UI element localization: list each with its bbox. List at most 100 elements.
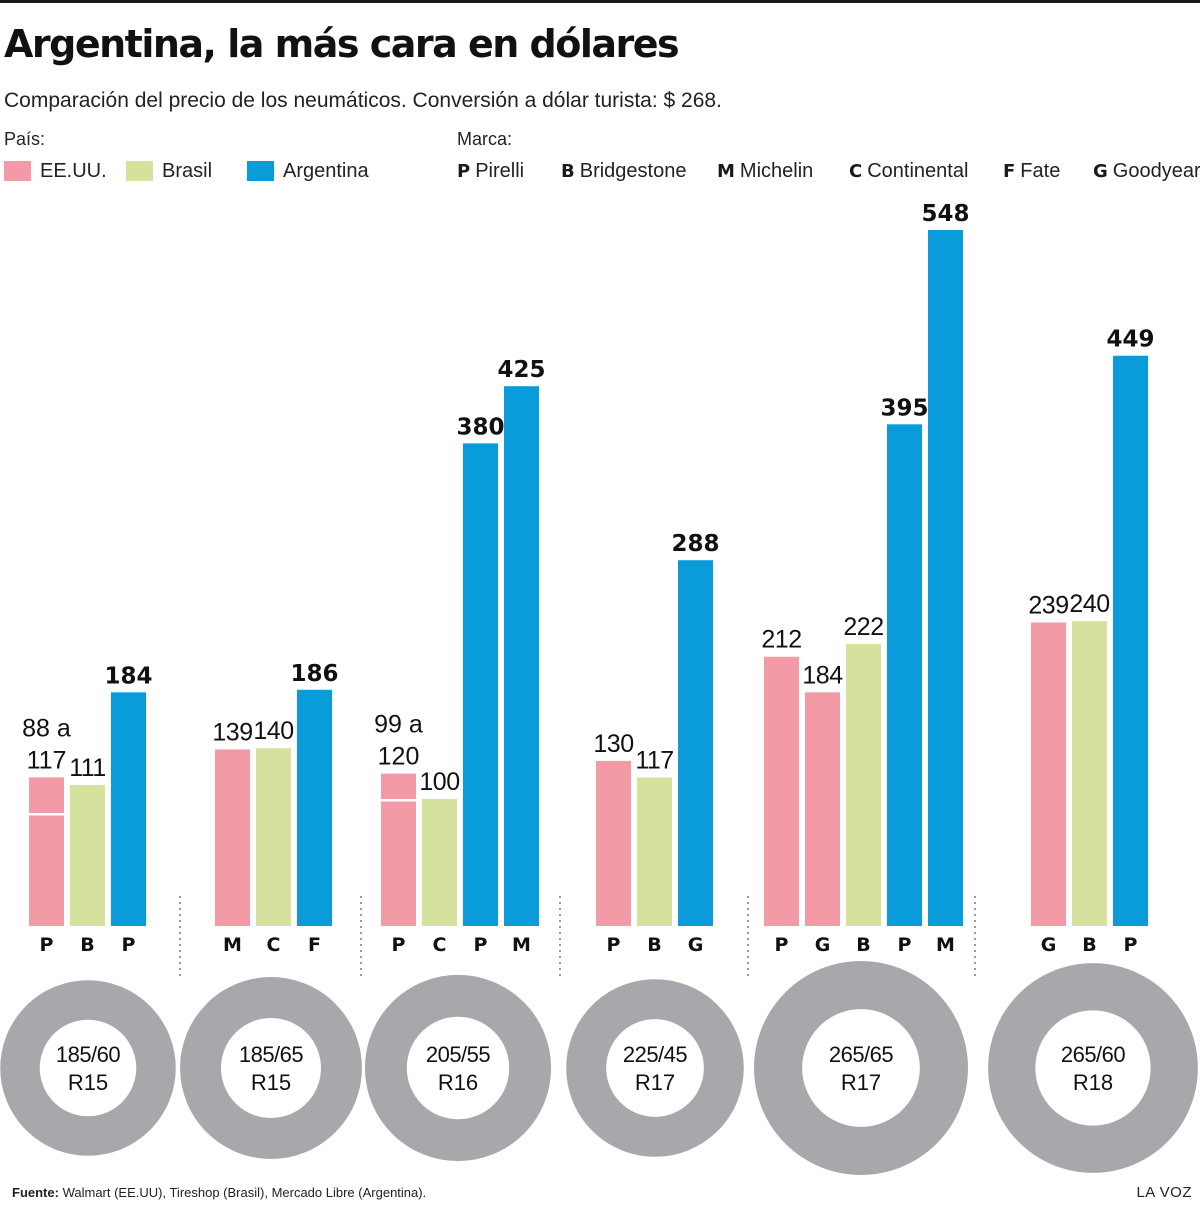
tire-icon	[988, 963, 1198, 1173]
bar-br-b	[70, 785, 105, 926]
bar-brand-label: G	[815, 934, 831, 956]
legend-brand-code: M	[717, 160, 735, 182]
tire-icon	[180, 977, 362, 1159]
bar-brand-label: C	[433, 934, 447, 956]
tire-rim-label: R15	[251, 1070, 291, 1095]
bar-value-label: 395	[880, 395, 928, 421]
bar-ar-p	[111, 692, 146, 926]
tire-rim-label: R17	[841, 1070, 881, 1095]
bar-value-label: 111	[69, 754, 106, 782]
page-title: Argentina, la más cara en dólares	[4, 22, 680, 66]
bar-ar-m	[504, 386, 539, 926]
bar-ar-p	[463, 443, 498, 926]
legend-brand-code: F	[1003, 160, 1016, 182]
legend-brand-label: Pirelli	[475, 159, 525, 182]
bar-us-p	[596, 760, 631, 926]
legend-label-ar: Argentina	[283, 159, 369, 182]
bar-brand-label: P	[898, 934, 912, 956]
bar-brand-label: B	[856, 934, 870, 956]
legend-item-us: EE.UU.	[4, 158, 107, 184]
legend-country-heading: País:	[4, 129, 46, 149]
bar-value-label: 240	[1069, 590, 1109, 618]
legend-brand-code: G	[1093, 160, 1108, 182]
legend-label-br: Brasil	[162, 159, 213, 182]
bar-brand-label: M	[223, 934, 242, 956]
tire-size-label: 225/45	[623, 1042, 688, 1067]
legend-brand-goodyear: G Goodyear	[1093, 158, 1200, 184]
bar-brand-label: C	[267, 934, 281, 956]
tire-rim-label: R18	[1073, 1070, 1113, 1095]
legend-item-br: Brasil	[126, 158, 212, 184]
tire-size-label: 185/60	[56, 1042, 121, 1067]
tire-rim-label: R15	[68, 1070, 108, 1095]
bar-value-label: 239	[1028, 591, 1068, 619]
bar-brand-label: P	[607, 934, 621, 956]
bar-value-label: 425	[497, 357, 545, 383]
bar-brand-label: P	[40, 934, 54, 956]
legend-brand-pirelli: P Pirelli	[457, 158, 524, 184]
legend-brand-label: Fate	[1020, 159, 1061, 182]
legend-brand-label: Bridgestone	[579, 159, 687, 182]
bar-value-label: 139	[212, 718, 252, 746]
tire-size-label: 185/65	[239, 1042, 304, 1067]
bar-us-p	[381, 773, 416, 926]
legend-swatch-ar	[247, 161, 274, 181]
bar-value-label: 117	[635, 746, 673, 774]
legend-brand-code: P	[457, 160, 471, 182]
legend-brand-code: B	[561, 160, 575, 182]
bar-value-label: 99 a	[374, 711, 423, 739]
bar-brand-label: P	[122, 934, 136, 956]
bar-ar-m	[928, 230, 963, 926]
legend-brand-label: Continental	[867, 159, 969, 182]
bar-brand-label: G	[688, 934, 704, 956]
bar-us-p	[29, 777, 64, 926]
tire-size-label: 265/60	[1061, 1042, 1126, 1067]
bar-value-label: 130	[593, 730, 633, 758]
bar-brand-label: P	[474, 934, 488, 956]
legend-item-ar: Argentina	[247, 158, 369, 184]
legend-brand-label: Goodyear	[1112, 159, 1200, 182]
bar-value-label: 88 a	[22, 714, 71, 742]
bar-value-label: 184	[104, 663, 152, 689]
legend-brand-continental: C Continental	[849, 158, 968, 184]
bar-ar-f	[297, 689, 332, 926]
bar-brand-label: G	[1041, 934, 1057, 956]
bar-ar-g	[678, 560, 713, 926]
bar-value-label: 222	[843, 613, 883, 641]
bar-ar-p	[887, 424, 922, 926]
bar-us-p	[764, 656, 799, 926]
tire-size-label: 205/55	[426, 1042, 491, 1067]
tire-rim-label: R16	[438, 1070, 478, 1095]
legend-brand-michelin: M Michelin	[717, 158, 813, 184]
footer-credit: LA VOZ	[1136, 1184, 1192, 1201]
footer-source-text: Walmart (EE.UU), Tireshop (Brasil), Merc…	[62, 1185, 427, 1200]
bar-br-b	[846, 644, 881, 926]
legend-swatch-us	[4, 161, 31, 181]
bar-brand-label: M	[936, 934, 955, 956]
bar-us-g	[805, 692, 840, 926]
bar-value-label: 186	[290, 661, 338, 687]
bar-value-label: 117	[27, 746, 67, 774]
bar-brand-label: B	[1082, 934, 1096, 956]
legend-brand-label: Michelin	[739, 159, 814, 182]
bar-br-c	[256, 748, 291, 926]
legend-swatch-br	[126, 161, 153, 181]
bar-ar-p	[1113, 355, 1148, 927]
footer-source: Fuente: Walmart (EE.UU), Tireshop (Brasi…	[12, 1185, 426, 1200]
legend-brand-fate: F Fate	[1003, 158, 1060, 184]
bar-us-m	[215, 749, 250, 926]
tire-rim-label: R17	[635, 1070, 675, 1095]
bar-br-b	[1072, 621, 1107, 926]
bar-value-label: 184	[802, 661, 843, 689]
legend-label-us: EE.UU.	[40, 159, 107, 182]
bar-brand-label: B	[647, 934, 661, 956]
bar-value-label: 120	[378, 743, 420, 771]
bar-brand-label: P	[392, 934, 406, 956]
tire-icon	[754, 961, 969, 1176]
bar-value-label: 212	[761, 626, 801, 654]
bar-brand-label: F	[308, 934, 321, 956]
bar-br-b	[637, 777, 672, 926]
top-rule	[0, 0, 1200, 3]
bar-brand-label: B	[80, 934, 94, 956]
